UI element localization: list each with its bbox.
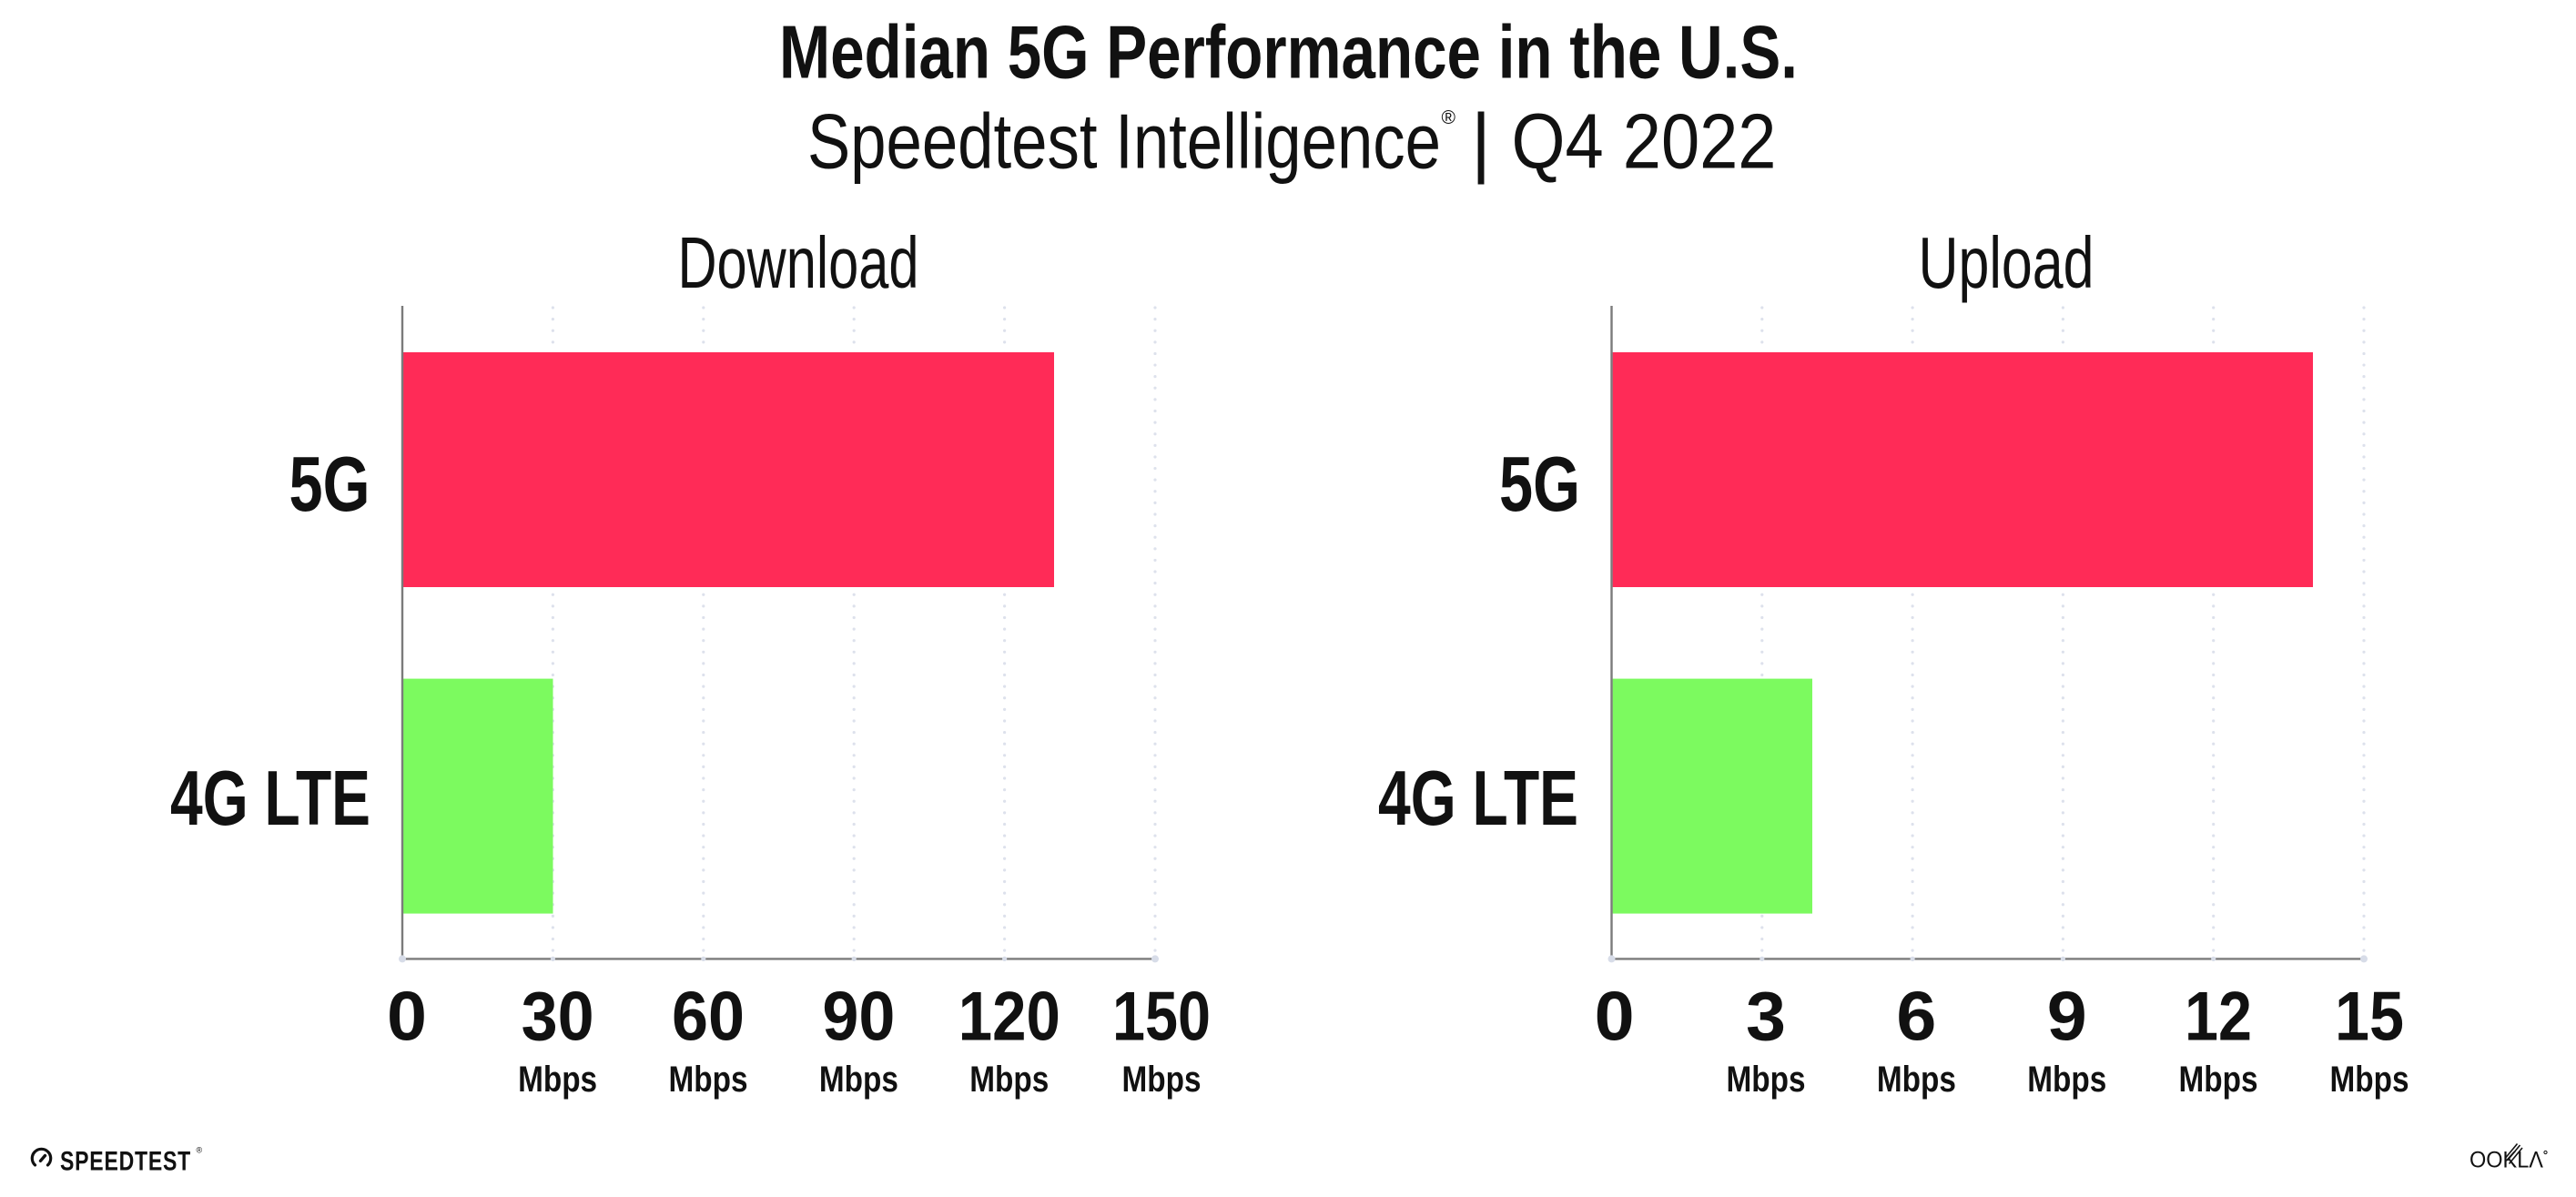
svg-text:3: 3 [1746, 979, 1786, 1056]
svg-text:6: 6 [1896, 979, 1936, 1056]
svg-text:|: | [1471, 99, 1491, 186]
svg-text:30: 30 [522, 979, 594, 1056]
svg-text:60: 60 [672, 979, 745, 1056]
svg-text:Q4 2022: Q4 2022 [1512, 99, 1777, 186]
svg-text:5G: 5G [1499, 441, 1580, 528]
svg-text:Mbps: Mbps [2179, 1060, 2258, 1100]
svg-text:12: 12 [2185, 979, 2252, 1056]
svg-text:Mbps: Mbps [518, 1060, 597, 1100]
svg-text:0: 0 [1595, 979, 1635, 1056]
svg-text:Mbps: Mbps [2330, 1060, 2409, 1100]
svg-text:Median 5G Performance in the U: Median 5G Performance in the U.S. [779, 10, 1798, 95]
svg-text:OOKLΛ: OOKLΛ [2470, 1148, 2543, 1173]
svg-text:Mbps: Mbps [1122, 1060, 1202, 1100]
svg-text:Download: Download [678, 222, 919, 303]
svg-text:®: ® [197, 1146, 203, 1155]
svg-text:4G LTE: 4G LTE [170, 756, 370, 842]
svg-text:150: 150 [1112, 979, 1211, 1056]
svg-text:120: 120 [958, 979, 1060, 1056]
svg-text:Mbps: Mbps [2027, 1060, 2106, 1100]
svg-text:Upload: Upload [1919, 222, 2094, 303]
svg-text:0: 0 [387, 979, 427, 1056]
svg-text:9: 9 [2047, 979, 2087, 1056]
svg-text:4G LTE: 4G LTE [1378, 756, 1578, 842]
svg-text:Mbps: Mbps [1727, 1060, 1806, 1100]
svg-text:Mbps: Mbps [969, 1060, 1049, 1100]
svg-text:®: ® [1442, 107, 1456, 128]
svg-text:5G: 5G [289, 441, 370, 528]
svg-text:Mbps: Mbps [669, 1060, 748, 1100]
svg-text:SPEEDTEST: SPEEDTEST [60, 1147, 191, 1177]
svg-text:15: 15 [2335, 979, 2404, 1056]
svg-text:Mbps: Mbps [819, 1060, 898, 1100]
svg-text:Speedtest Intelligence: Speedtest Intelligence [807, 99, 1441, 186]
svg-text:Mbps: Mbps [1877, 1060, 1956, 1100]
svg-text:90: 90 [822, 979, 895, 1056]
